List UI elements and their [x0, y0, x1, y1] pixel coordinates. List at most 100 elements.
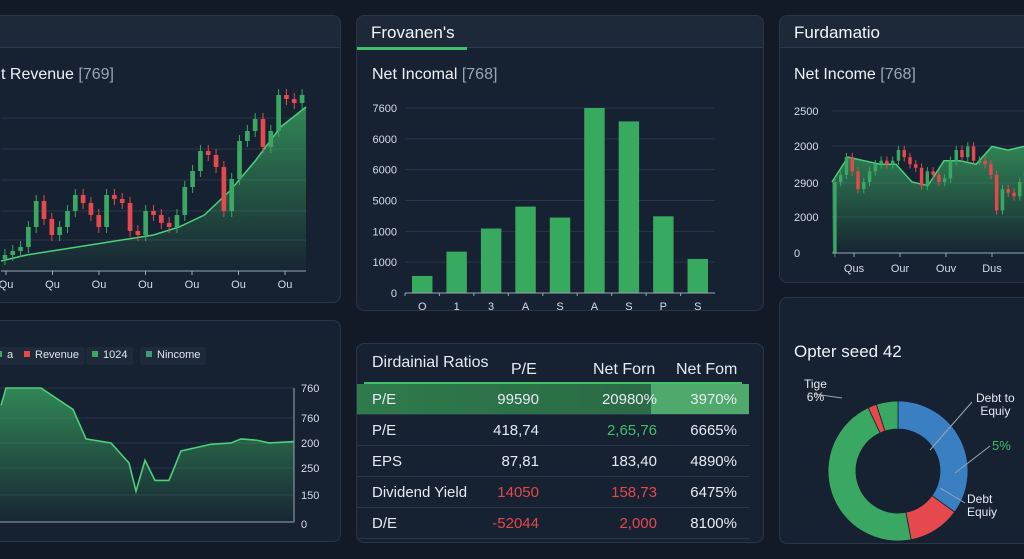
donut-label: 5% — [992, 438, 1011, 453]
candle — [104, 195, 109, 227]
table-title: Dirdainial Ratios — [372, 354, 489, 371]
row-label: D/E — [372, 515, 398, 532]
trend-line — [831, 145, 1024, 187]
candle — [838, 174, 843, 182]
candle — [989, 164, 993, 175]
donut-chart — [813, 393, 991, 542]
leader-line — [929, 401, 973, 451]
candle — [10, 251, 16, 255]
active-tab-indicator — [357, 47, 467, 50]
cell-value: 183,40 — [611, 453, 657, 470]
y-tick-label: 0 — [301, 519, 307, 531]
candle — [1006, 189, 1010, 193]
x-tick-label: Dus — [982, 263, 1002, 275]
candle — [112, 195, 117, 199]
candle — [252, 119, 258, 131]
candle — [902, 150, 906, 158]
candle — [41, 201, 47, 219]
x-tick-label: A — [591, 301, 599, 311]
bar — [618, 121, 640, 294]
legend-swatch — [146, 351, 152, 357]
y-tick-label: 150 — [301, 490, 319, 502]
candle — [33, 201, 39, 227]
net-income-candlestick-chart: 2500 2000 2900 2000 0 Qus Our Ouv Dus — [794, 106, 1024, 275]
candle — [88, 203, 94, 215]
trend-line — [0, 106, 307, 262]
panel-title: Net Income [768] — [794, 66, 916, 83]
legend-item[interactable]: Revenue — [18, 347, 86, 365]
candle — [960, 150, 964, 158]
candle — [174, 215, 180, 227]
candle — [221, 167, 227, 211]
net-income-bar-chart: 0 1000 1000 5000 6000 6000 7600 O 1 3 A S A S P S — [373, 103, 715, 311]
table-row[interactable]: P/E 418,74 2,65,76 6665% — [357, 415, 749, 446]
table-row[interactable]: D/E -52044 2,000 8100% — [357, 508, 749, 539]
row-label: P/E — [372, 391, 397, 408]
candle — [80, 195, 86, 203]
candle — [158, 215, 164, 223]
column-header[interactable]: Net Fom — [676, 361, 738, 378]
tab-furdamatio[interactable]: Furdamatio — [794, 23, 880, 42]
legend-swatch — [0, 351, 2, 357]
revenue-candlestick-chart: Qu Qu Ou Ou Ou Ou Ou — [0, 89, 307, 291]
x-tick-label: Ouv — [936, 263, 957, 275]
candle — [1012, 192, 1016, 197]
legend-item[interactable]: 1024 — [86, 347, 134, 365]
candle — [198, 151, 203, 171]
table-row[interactable]: EPS 87,81 183,40 4890% — [357, 446, 749, 477]
candle — [276, 95, 281, 131]
area-fill — [0, 388, 294, 522]
candle — [237, 141, 242, 179]
cell-value: 20980% — [601, 391, 657, 408]
table-row[interactable]: Dividend Yield 14050 158,73 6475% — [357, 477, 749, 508]
column-header[interactable]: Net Forn — [593, 361, 656, 378]
cell-value: 4890% — [690, 453, 737, 470]
candle — [299, 95, 305, 103]
x-tick-label: S — [556, 301, 563, 311]
cell-value: 6665% — [690, 422, 737, 439]
y-tick-label: 6000 — [373, 134, 397, 146]
donut-slice — [897, 400, 969, 513]
cell-value: 3970% — [690, 391, 737, 408]
legend-label: 1024 — [103, 349, 128, 361]
legend-item[interactable]: Nincome — [140, 347, 207, 365]
column-header[interactable]: P/E — [511, 361, 537, 378]
candle — [919, 167, 924, 186]
table-row[interactable]: P/E 99590 20980% 3970% — [357, 384, 749, 415]
donut-panel: Opter seed 42 Tige 6% Debt to Equiy 5% Deb… — [779, 297, 1024, 544]
x-tick-label: 3 — [488, 301, 494, 311]
area-line — [0, 387, 295, 495]
candle — [26, 227, 31, 247]
x-tick-label: Ou — [278, 279, 293, 291]
candle — [1018, 182, 1022, 197]
candle — [119, 199, 125, 203]
cell-value: 158,73 — [611, 484, 657, 501]
candle — [914, 164, 918, 168]
candle — [862, 182, 866, 190]
panel-header — [0, 16, 340, 48]
x-tick-label: Qu — [45, 279, 60, 291]
bar — [653, 216, 674, 293]
candle — [245, 131, 250, 141]
legend-item[interactable]: a — [0, 347, 20, 365]
header-underline — [364, 382, 742, 384]
income-area-chart: 760 760 200 250 150 0 — [0, 383, 319, 531]
candle — [833, 182, 837, 253]
x-tick-label: Ou — [138, 279, 153, 291]
candle — [151, 211, 156, 215]
candle — [896, 150, 901, 161]
candle — [65, 211, 70, 227]
cell-value: 8100% — [690, 515, 737, 532]
candle — [18, 247, 23, 251]
y-tick-label: 6000 — [373, 165, 397, 177]
x-tick-label: A — [522, 301, 530, 311]
cell-value: 99590 — [497, 391, 539, 408]
candle — [971, 146, 976, 161]
x-tick-label: Ou — [92, 279, 107, 291]
bar — [584, 108, 605, 293]
x-tick-label: Ou — [185, 279, 200, 291]
legend-label: Revenue — [35, 349, 80, 361]
bar — [412, 275, 433, 293]
tab-frovanens[interactable]: Frovanen's — [371, 23, 455, 42]
candle — [213, 155, 219, 167]
